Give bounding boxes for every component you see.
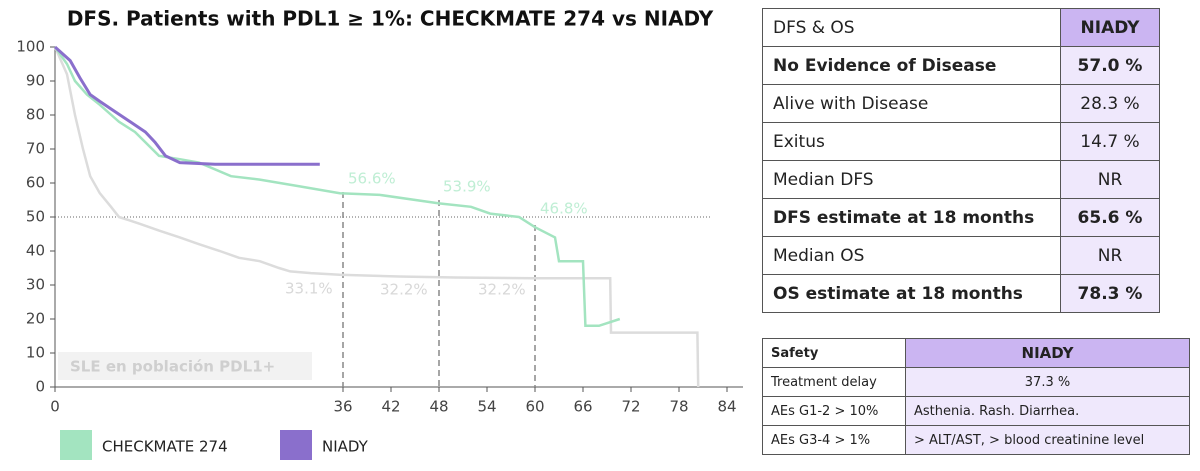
outcome-table: DFS & OS NIADY No Evidence of Disease 57.0 …: [762, 8, 1160, 313]
x-tick-label: 72: [621, 398, 640, 416]
table-row: Median DFS NR: [762, 160, 1160, 199]
table-cell: AEs G1-2 > 10%: [762, 396, 906, 426]
table-cell: Median DFS: [762, 160, 1061, 199]
table-cell: AEs G3-4 > 1%: [762, 425, 906, 455]
table-row: Median OS NR: [762, 236, 1160, 275]
watermark-box: [58, 352, 312, 380]
chart-title: DFS. Patients with PDL1 ≥ 1%: CHECKMATE …: [67, 7, 714, 31]
table-row: AEs G1-2 > 10% Asthenia. Rash. Diarrhea.: [762, 396, 1190, 426]
y-tick-label: 0: [35, 378, 45, 396]
table-cell: NIADY: [905, 338, 1190, 368]
table-cell: NR: [1060, 160, 1160, 199]
y-tick-label: 60: [26, 174, 45, 192]
y-tick-label: 40: [26, 242, 45, 260]
x-tick-label: 66: [573, 398, 592, 416]
table-cell: OS estimate at 18 months: [762, 274, 1061, 313]
legend-label: CHECKMATE 274: [102, 438, 228, 456]
x-tick-label: 78: [669, 398, 688, 416]
chart: DFS. Patients with PDL1 ≥ 1%: CHECKMATE …: [16, 7, 743, 460]
table-cell: 57.0 %: [1060, 46, 1160, 85]
y-tick-label: 30: [26, 276, 45, 294]
x-tick-label: 36: [333, 398, 352, 416]
x-tick-label: 84: [717, 398, 736, 416]
y-tick-label: 50: [26, 208, 45, 226]
table-row: AEs G3-4 > 1% > ALT/AST, > blood creatini…: [762, 425, 1190, 455]
table-row: Treatment delay 37.3 %: [762, 367, 1190, 397]
table-cell: 14.7 %: [1060, 122, 1160, 161]
annotation: 32.2%: [478, 281, 526, 299]
km-curve: [53, 45, 320, 166]
km-curve: [53, 46, 700, 388]
table-row: DFS estimate at 18 months 65.6 %: [762, 198, 1160, 237]
table-row: DFS & OS NIADY: [762, 8, 1160, 47]
legend-swatch: [60, 430, 92, 460]
table-cell: NR: [1060, 236, 1160, 275]
x-tick-label: 0: [50, 398, 60, 416]
table-cell: DFS & OS: [762, 8, 1061, 47]
y-tick-label: 80: [26, 106, 45, 124]
table-row: Alive with Disease 28.3 %: [762, 84, 1160, 123]
table-row: No Evidence of Disease 57.0 %: [762, 46, 1160, 85]
annotation: 46.8%: [540, 200, 588, 218]
table-cell: > ALT/AST, > blood creatinine level: [905, 425, 1190, 455]
legend-swatch: [280, 430, 312, 460]
watermark: SLE en población PDL1+: [70, 358, 275, 376]
x-tick-label: 54: [477, 398, 496, 416]
annotation: 53.9%: [443, 178, 491, 196]
annotation: 56.6%: [348, 170, 396, 188]
y-tick-label: 10: [26, 344, 45, 362]
safety-table: Safety NIADY Treatment delay 37.3 % AEs G1-2…: [762, 338, 1190, 455]
table-row: Safety NIADY: [762, 338, 1190, 368]
table-cell: Alive with Disease: [762, 84, 1061, 123]
table-cell: Exitus: [762, 122, 1061, 161]
km-curve: [53, 46, 621, 328]
table-cell: DFS estimate at 18 months: [762, 198, 1061, 237]
x-tick-label: 48: [429, 398, 448, 416]
table-cell: Safety: [762, 338, 906, 368]
table-cell: 28.3 %: [1060, 84, 1160, 123]
table-row: OS estimate at 18 months 78.3 %: [762, 274, 1160, 313]
x-tick-label: 42: [381, 398, 400, 416]
table-cell: No Evidence of Disease: [762, 46, 1061, 85]
table-cell: 65.6 %: [1060, 198, 1160, 237]
table-cell: Median OS: [762, 236, 1061, 275]
y-tick-label: 70: [26, 140, 45, 158]
legend-label: NIADY: [322, 438, 369, 456]
table-row: Exitus 14.7 %: [762, 122, 1160, 161]
x-tick-label: 60: [525, 398, 544, 416]
y-tick-label: 20: [26, 310, 45, 328]
table-cell: Treatment delay: [762, 367, 906, 397]
table-cell: 37.3 %: [905, 367, 1190, 397]
annotation: 33.1%: [285, 280, 333, 298]
table-cell: Asthenia. Rash. Diarrhea.: [905, 396, 1190, 426]
table-cell: NIADY: [1060, 8, 1160, 47]
y-tick-label: 90: [26, 72, 45, 90]
annotation: 32.2%: [380, 281, 428, 299]
y-tick-label: 100: [16, 38, 45, 56]
table-cell: 78.3 %: [1060, 274, 1160, 313]
